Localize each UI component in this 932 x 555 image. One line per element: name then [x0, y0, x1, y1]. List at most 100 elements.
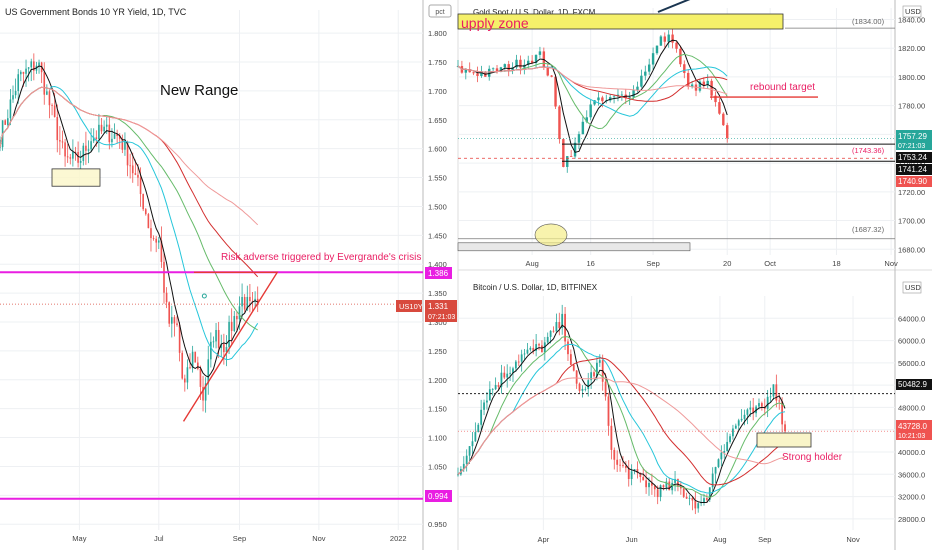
candle [705, 498, 708, 500]
moving-average-line [457, 336, 786, 498]
candle [737, 420, 740, 426]
gold-tag-black1-value: 1753.24 [898, 153, 927, 162]
gold-chart: 1840.001820.001800.001780.001760.001740.… [456, 8, 925, 268]
candle [506, 373, 509, 378]
candle [597, 97, 600, 101]
candle [137, 174, 139, 178]
strong-holder-box [756, 432, 812, 448]
candle [743, 414, 746, 419]
last-value: 1.331 [428, 302, 449, 311]
gold-level-1834: (1834.00) [852, 17, 885, 26]
candle [648, 482, 650, 488]
candle [663, 36, 667, 42]
candle [740, 418, 743, 421]
candle [642, 476, 645, 481]
moving-average-line [457, 377, 786, 475]
candle [644, 71, 647, 76]
candle [665, 481, 668, 488]
candle [48, 91, 51, 106]
y-tick-label: 1.650 [428, 116, 447, 125]
candle [457, 474, 459, 476]
candle [679, 48, 682, 65]
candle [194, 351, 197, 363]
y-tick-label: 1.500 [428, 202, 447, 211]
candle [549, 330, 552, 337]
moving-average-line [0, 65, 258, 378]
candle [519, 59, 522, 68]
y-tick-label: 1.100 [428, 434, 447, 443]
candle [495, 68, 499, 72]
candle [697, 503, 700, 509]
candle [129, 165, 131, 167]
candle [746, 409, 749, 415]
y-tick-label: 1680.00 [898, 245, 925, 254]
candle [476, 73, 479, 76]
candle [468, 69, 471, 73]
candle [622, 465, 624, 467]
gold-tag-green-value: 1757.29 [898, 132, 927, 141]
x-tick-label: Aug [525, 259, 538, 268]
y-tick-label: 1.300 [428, 318, 447, 327]
candle [113, 133, 116, 139]
candle [569, 354, 572, 365]
candle [749, 407, 752, 410]
x-tick-label: May [72, 534, 86, 543]
y-tick-label: 1.350 [428, 289, 447, 298]
y-tick-label: 1.450 [428, 231, 447, 240]
candle [197, 362, 199, 369]
gold-level-1687: (1687.32) [852, 225, 885, 234]
candle [558, 322, 561, 328]
candle [619, 464, 621, 466]
candle [575, 370, 578, 384]
candle [732, 428, 734, 437]
candle [92, 137, 95, 142]
candle [134, 173, 137, 175]
candle [775, 384, 778, 401]
candle [254, 298, 256, 302]
y-tick-label: 1700.00 [898, 217, 925, 226]
candle [124, 141, 126, 150]
candle [215, 329, 217, 342]
candle [726, 441, 729, 452]
candle [555, 322, 558, 332]
btc-currency-box [902, 281, 922, 294]
btc-title: Bitcoin / U.S. Dollar, 1D, BITFINEX [473, 283, 598, 292]
candle [683, 64, 686, 73]
y-tick-label: 1.600 [428, 145, 447, 154]
candle [165, 292, 168, 303]
supply-zone-label: upply zone [461, 15, 529, 31]
ticker-tag-label: US10Y [399, 302, 423, 311]
candle [507, 64, 510, 71]
pct-toggle-button[interactable] [428, 4, 452, 18]
x-tick-label: Sep [758, 535, 771, 544]
candle [184, 378, 186, 383]
candle [769, 396, 772, 398]
candle [766, 396, 769, 409]
candle [191, 351, 194, 369]
candle [14, 91, 17, 96]
candle [210, 341, 212, 360]
candle [596, 362, 598, 377]
candle [601, 97, 604, 102]
btc-tag-black-value: 50482.9 [898, 380, 927, 389]
candle [546, 336, 549, 343]
ticker-tag [396, 300, 422, 312]
level-tag-low-value: 0.994 [428, 492, 449, 501]
candle [116, 133, 118, 136]
price-marker [201, 293, 207, 299]
candle [500, 372, 503, 387]
candle [155, 238, 157, 243]
candle [581, 388, 584, 391]
x-tick-label: Nov [884, 259, 898, 268]
candle [624, 465, 627, 468]
y-tick-label: 1.700 [428, 87, 447, 96]
candle [103, 126, 105, 132]
candle [527, 60, 530, 65]
candle [503, 64, 507, 68]
candle [659, 36, 663, 46]
gold-tag-black2-value: 1741.24 [898, 165, 927, 174]
candle [656, 489, 659, 498]
candle [698, 81, 702, 91]
candle [628, 97, 631, 99]
candle [480, 409, 483, 425]
